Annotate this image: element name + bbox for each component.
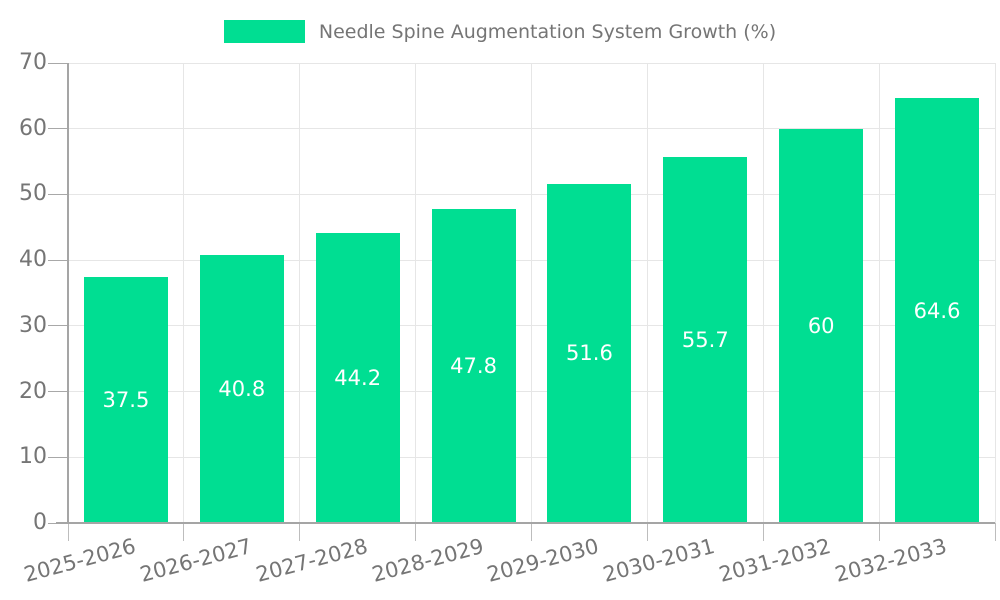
gridline-v xyxy=(994,63,996,523)
bar-value-label: 44.2 xyxy=(334,365,382,390)
y-tick-label: 70 xyxy=(19,50,47,75)
y-tick-label: 0 xyxy=(33,510,47,535)
x-tick-mark xyxy=(299,523,301,541)
bar-value-label: 64.6 xyxy=(913,298,961,323)
x-tick-mark xyxy=(878,523,880,541)
gridline-v xyxy=(415,63,417,523)
y-tick-label: 10 xyxy=(19,444,47,470)
y-tick-mark xyxy=(48,128,68,130)
y-tick-label: 40 xyxy=(19,247,47,273)
chart-legend: Needle Spine Augmentation System Growth … xyxy=(0,20,1000,43)
bar: 60 xyxy=(779,128,864,523)
gridline-v xyxy=(646,63,648,523)
x-tick-mark xyxy=(646,523,648,541)
x-tick-mark xyxy=(67,523,69,541)
x-axis-line xyxy=(56,522,995,524)
bar: 47.8 xyxy=(431,208,516,523)
x-tick-mark xyxy=(415,523,417,541)
gridline-v xyxy=(762,63,764,523)
bar: 51.6 xyxy=(547,183,632,523)
y-tick-mark xyxy=(48,193,68,195)
gridline-v xyxy=(878,63,880,523)
x-tick-mark xyxy=(531,523,532,541)
y-tick-mark xyxy=(48,62,68,64)
y-tick-label: 60 xyxy=(19,115,47,141)
y-tick-mark xyxy=(48,325,68,327)
bar-value-label: 40.8 xyxy=(218,376,266,401)
bar-value-label: 37.5 xyxy=(102,387,150,412)
bar: 37.5 xyxy=(83,276,168,523)
bar-value-label: 47.8 xyxy=(450,353,497,378)
legend-swatch xyxy=(223,20,305,43)
y-tick-label: 30 xyxy=(19,312,47,338)
bar: 55.7 xyxy=(663,156,748,523)
gridline-v xyxy=(183,63,185,523)
y-tick-mark xyxy=(48,391,68,393)
y-axis-line xyxy=(67,63,69,523)
gridline-v xyxy=(299,63,301,523)
y-tick-mark xyxy=(48,259,68,261)
legend-label: Needle Spine Augmentation System Growth … xyxy=(318,20,777,43)
bar-value-label: 60 xyxy=(807,313,835,338)
x-tick-mark xyxy=(183,523,185,541)
bar-value-label: 55.7 xyxy=(681,327,729,352)
y-tick-mark xyxy=(48,456,68,458)
bar: 44.2 xyxy=(315,232,400,523)
x-tick-mark xyxy=(994,523,996,541)
bar: 40.8 xyxy=(199,254,284,523)
bar: 64.6 xyxy=(895,98,980,523)
x-tick-mark xyxy=(762,523,764,541)
y-tick-label: 20 xyxy=(19,378,47,404)
gridline-v xyxy=(531,63,532,523)
y-tick-label: 50 xyxy=(19,181,47,207)
bar-value-label: 51.6 xyxy=(566,341,613,366)
